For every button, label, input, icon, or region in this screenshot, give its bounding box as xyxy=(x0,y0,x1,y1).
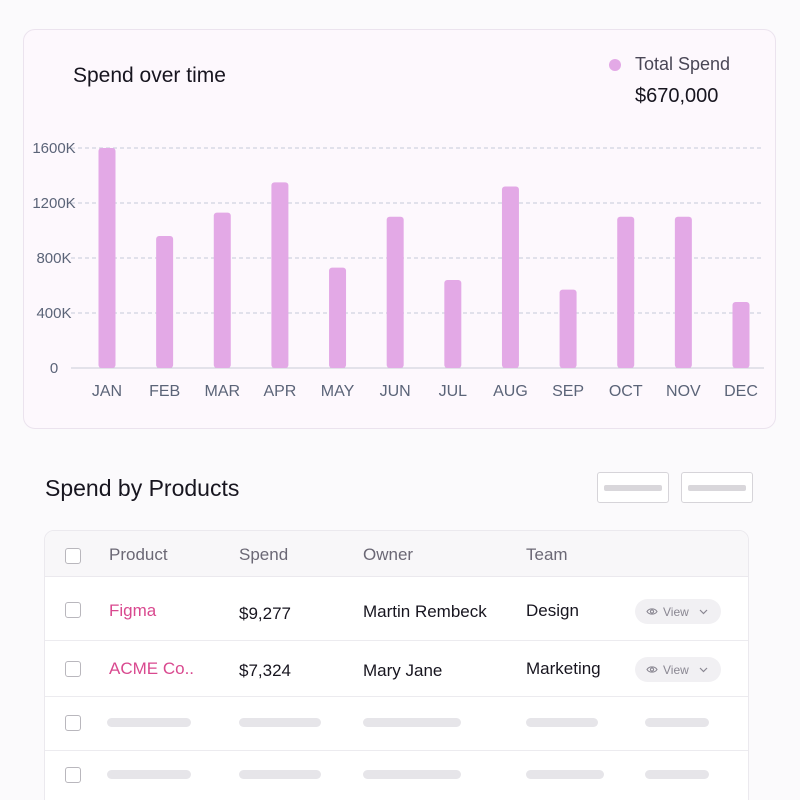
spend-value: $9,277 xyxy=(239,604,291,623)
bar-jun[interactable] xyxy=(386,216,404,368)
y-tick-label: 1200K xyxy=(32,195,75,212)
bar-chart: 0 400K 800K 1200K 1600K JAN FEB MAR APR MAY JUN JUL… xyxy=(32,140,764,400)
x-tick-label: JUN xyxy=(380,383,411,400)
x-tick-label: MAR xyxy=(204,383,240,400)
x-tick-label: DEC xyxy=(724,383,758,400)
y-tick-label: 1600K xyxy=(32,140,75,157)
table-row: Figma $9,277 Martin Rembeck Design View xyxy=(45,577,748,641)
row-checkbox[interactable] xyxy=(65,602,81,618)
legend-dot-icon xyxy=(609,58,621,71)
x-tick-label: MAY xyxy=(321,383,355,400)
owner-name: Martin Rembeck xyxy=(363,602,487,621)
eye-icon xyxy=(646,608,658,615)
placeholder-cell xyxy=(107,718,191,727)
placeholder-row xyxy=(45,697,748,751)
placeholder-cell xyxy=(239,718,321,727)
column-header-team[interactable]: Team xyxy=(526,545,568,564)
products-table: Product Spend Owner Team Figma $9,277 Ma… xyxy=(44,530,749,800)
y-tick-label: 400K xyxy=(36,305,71,322)
team-name: Design xyxy=(526,601,579,620)
bar-apr[interactable] xyxy=(271,182,289,368)
bar-mar[interactable] xyxy=(213,212,231,368)
view-label: View xyxy=(663,662,689,677)
bar-jul[interactable] xyxy=(444,280,462,368)
placeholder-cell xyxy=(363,718,461,727)
legend-label: Total Spend xyxy=(635,54,731,74)
table-row: ACME Co.. $7,324 Mary Jane Marketing Vie… xyxy=(45,641,748,697)
bar-jan[interactable] xyxy=(98,148,116,368)
x-tick-label: AUG xyxy=(493,383,528,400)
chart-legend: Total Spend $670,000 xyxy=(609,54,730,108)
team-name: Marketing xyxy=(526,659,601,678)
x-tick-label: OCT xyxy=(609,383,643,400)
bar-nov[interactable] xyxy=(674,216,692,368)
spend-chart-card: Spend over time Total Spend $670,000 0 40… xyxy=(23,29,776,429)
x-tick-label: APR xyxy=(263,383,296,400)
placeholder-row xyxy=(45,751,748,800)
bar-oct[interactable] xyxy=(617,216,635,368)
bar-feb[interactable] xyxy=(156,236,174,368)
placeholder-cell xyxy=(645,770,709,779)
y-tick-label: 800K xyxy=(36,250,71,267)
bar-dec[interactable] xyxy=(732,302,750,368)
x-tick-label: SEP xyxy=(552,383,584,400)
owner-name: Mary Jane xyxy=(363,661,443,680)
eye-icon xyxy=(646,666,658,673)
column-header-owner[interactable]: Owner xyxy=(363,545,414,564)
chevron-down-icon xyxy=(699,609,708,614)
row-checkbox[interactable] xyxy=(65,715,81,731)
chevron-down-icon xyxy=(699,667,708,672)
view-button[interactable]: View xyxy=(635,599,721,624)
column-header-product[interactable]: Product xyxy=(109,545,168,564)
row-checkbox[interactable] xyxy=(65,767,81,783)
bar-aug[interactable] xyxy=(501,186,519,369)
column-header-spend[interactable]: Spend xyxy=(239,545,289,564)
placeholder-cell xyxy=(363,770,461,779)
placeholder-cell xyxy=(239,770,321,779)
product-link[interactable]: ACME Co.. xyxy=(109,659,195,678)
view-label: View xyxy=(663,604,689,619)
bar-sep[interactable] xyxy=(559,289,577,368)
export-button-placeholder[interactable] xyxy=(681,472,753,503)
placeholder-cell xyxy=(645,718,709,727)
placeholder-cell xyxy=(107,770,191,779)
view-button[interactable]: View xyxy=(635,657,721,682)
chart-title: Spend over time xyxy=(73,64,226,87)
table-header: Product Spend Owner Team xyxy=(45,531,748,577)
x-tick-label: FEB xyxy=(149,383,180,400)
placeholder-cell xyxy=(526,718,598,727)
select-all-checkbox[interactable] xyxy=(65,548,81,564)
products-section-title: Spend by Products xyxy=(45,475,240,501)
filter-button-placeholder[interactable] xyxy=(597,472,669,503)
y-tick-label: 0 xyxy=(50,360,58,377)
placeholder-cell xyxy=(526,770,604,779)
total-spend-value: $670,000 xyxy=(635,85,719,107)
x-tick-label: JAN xyxy=(92,383,122,400)
spend-value: $7,324 xyxy=(239,661,291,680)
bar-may[interactable] xyxy=(329,267,347,368)
product-link[interactable]: Figma xyxy=(109,601,157,620)
row-checkbox[interactable] xyxy=(65,661,81,677)
x-tick-label: JUL xyxy=(439,383,468,400)
x-tick-label: NOV xyxy=(666,383,701,400)
